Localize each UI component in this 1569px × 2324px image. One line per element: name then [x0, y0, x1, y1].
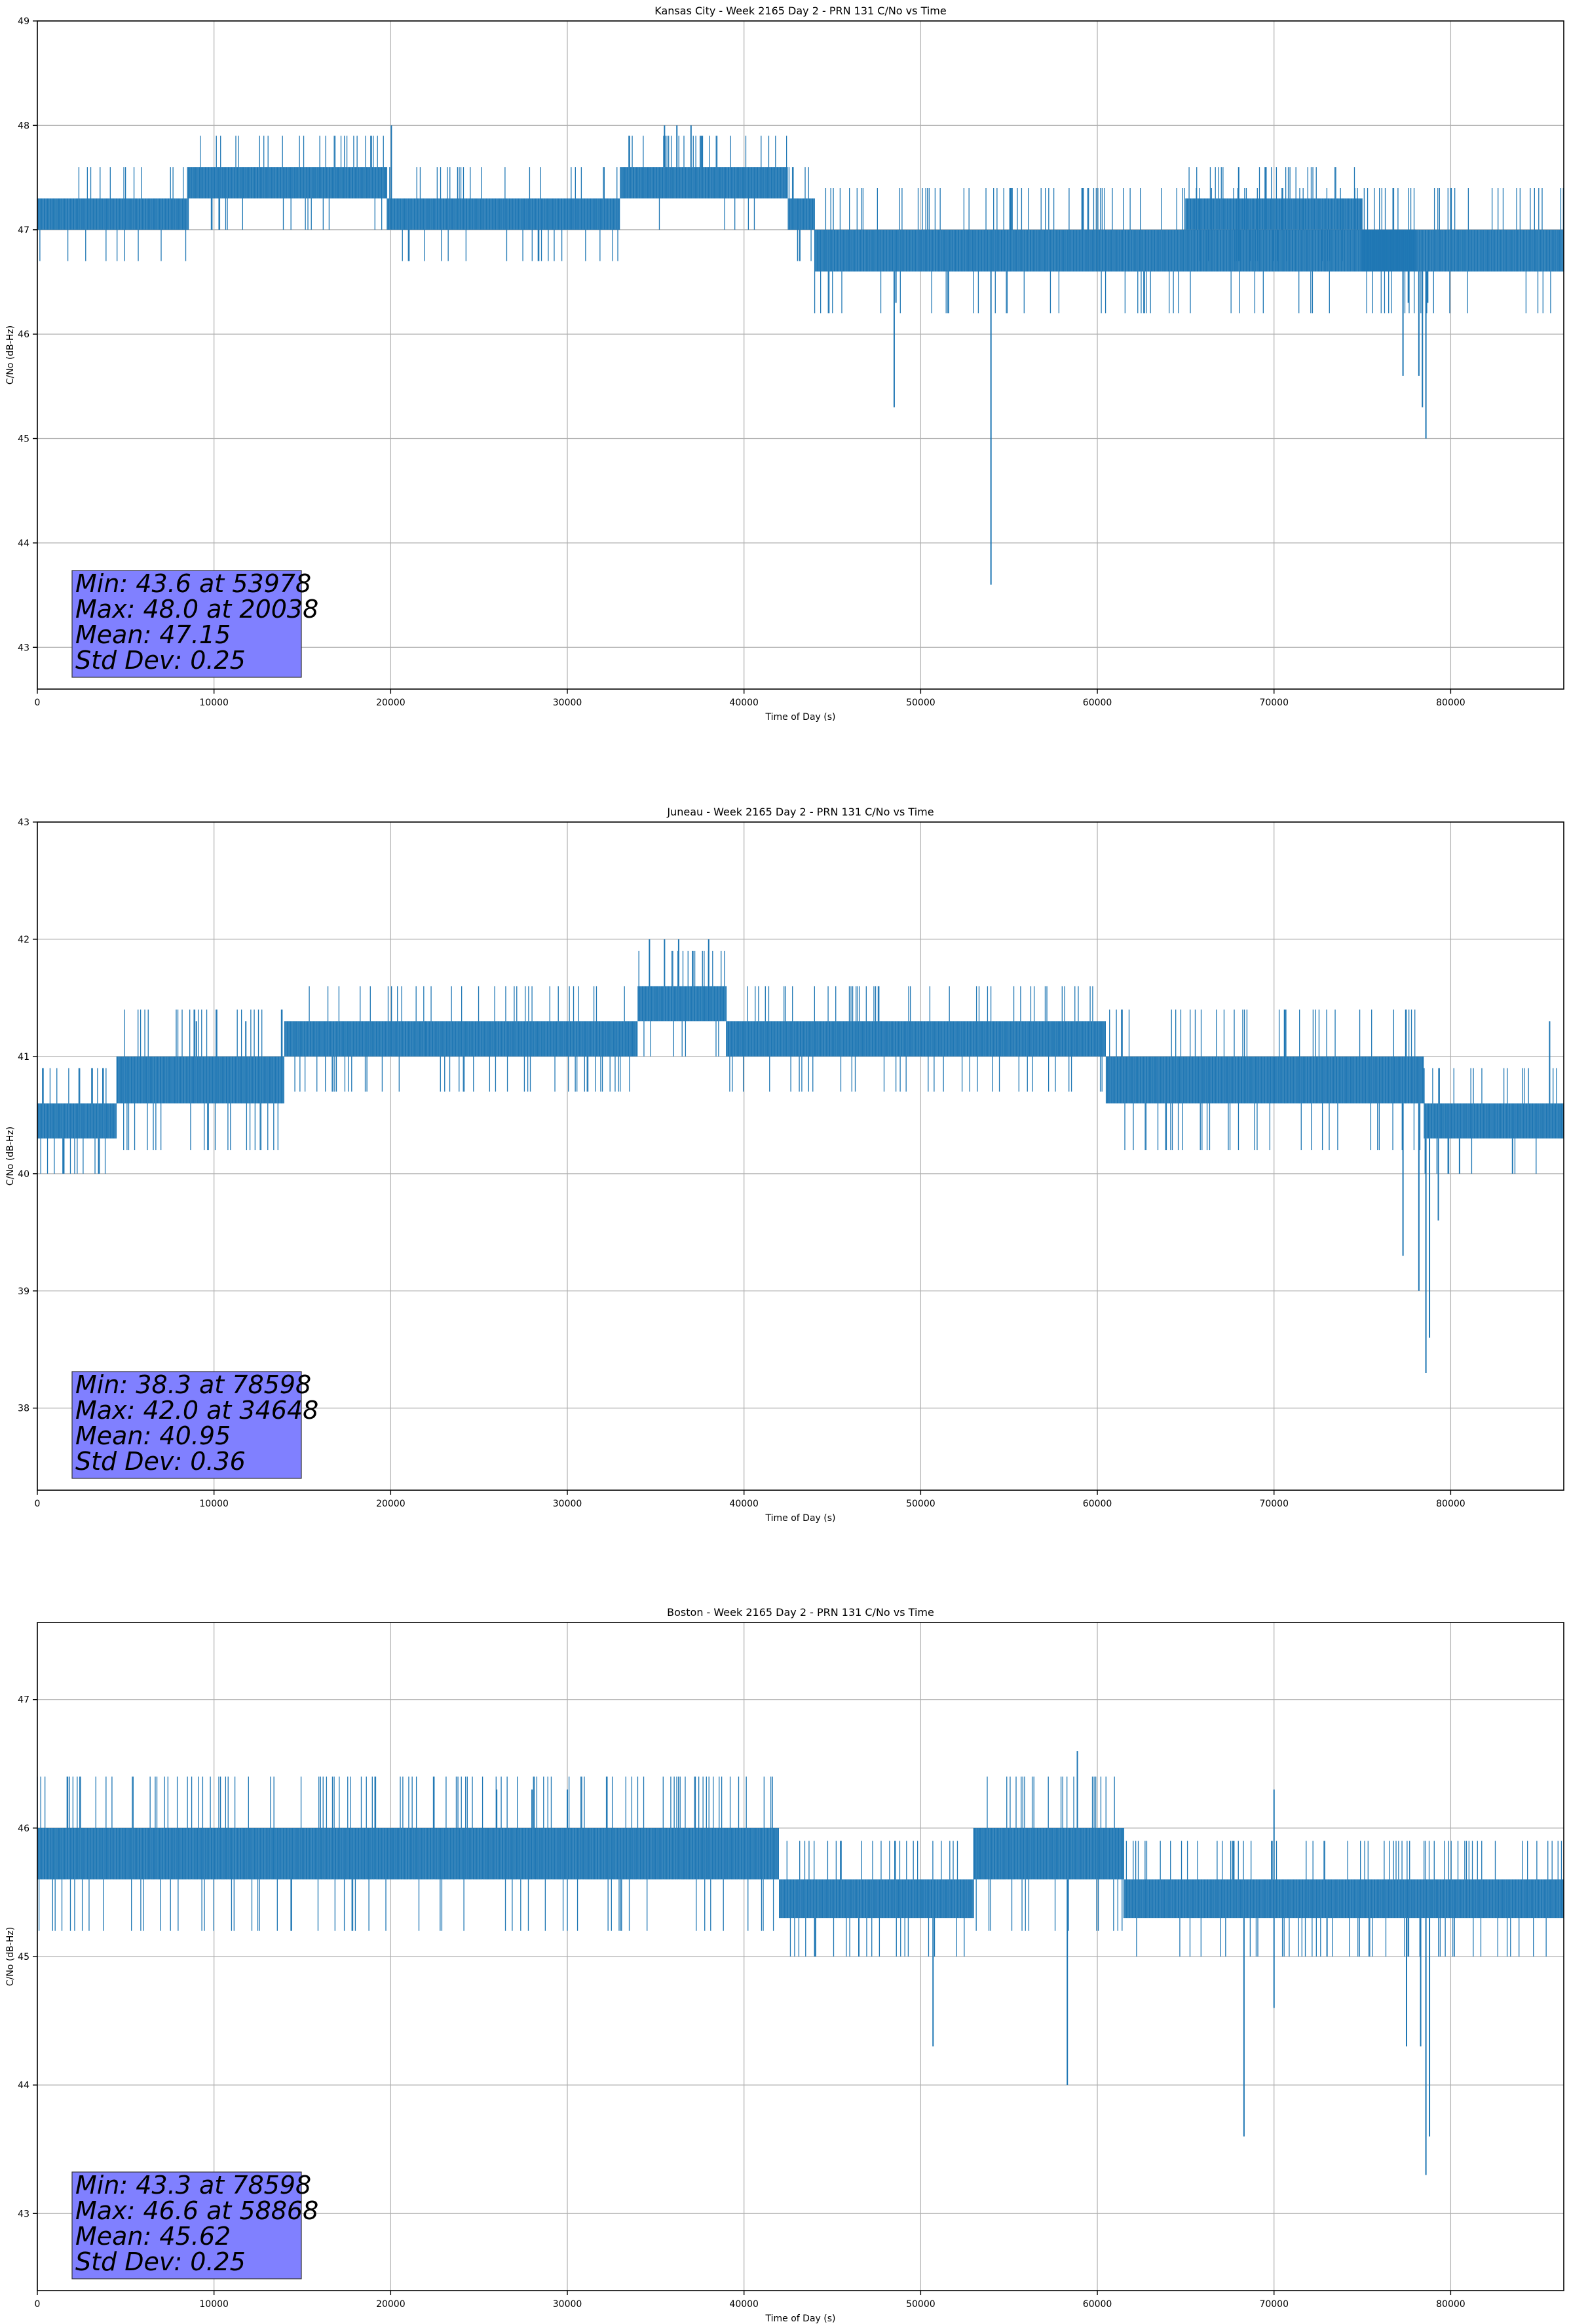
data-trace — [37, 125, 1564, 585]
y-axis-label: C/No (dB-Hz) — [5, 1127, 16, 1186]
stats-line: Mean: 47.15 — [75, 620, 231, 649]
y-tick-label: 43 — [18, 643, 29, 653]
y-tick-label: 41 — [18, 1052, 29, 1062]
stats-line: Std Dev: 0.25 — [75, 646, 246, 675]
chart-title: Juneau - Week 2165 Day 2 - PRN 131 C/No … — [666, 806, 934, 818]
y-tick-label: 38 — [18, 1404, 29, 1414]
x-tick-label: 0 — [35, 1499, 41, 1509]
x-tick-label: 40000 — [729, 698, 759, 708]
y-tick-label: 44 — [18, 538, 29, 549]
x-tick-label: 0 — [35, 698, 41, 708]
x-tick-label: 80000 — [1436, 1499, 1465, 1509]
x-tick-label: 20000 — [376, 698, 406, 708]
x-tick-label: 70000 — [1259, 698, 1289, 708]
y-axis-label: C/No (dB-Hz) — [5, 326, 16, 384]
chart-panel-2: 0 10000 20000 30000 40000 50000 60000 70000 8000… — [5, 806, 1564, 1524]
stats-line: Mean: 40.95 — [75, 1421, 231, 1450]
stats-line: Min: 38.3 at 78598 — [75, 1370, 311, 1399]
x-tick-label: 10000 — [199, 1499, 229, 1509]
stats-line: Min: 43.6 at 53978 — [75, 569, 311, 598]
y-tick-label: 40 — [18, 1169, 29, 1180]
y-tick-label: 49 — [18, 16, 29, 27]
y-tick-label: 39 — [18, 1286, 29, 1297]
x-tick-label: 60000 — [1083, 1499, 1112, 1509]
chart-panel-1: 0 10000 20000 30000 40000 50000 60000 70000 8000… — [5, 5, 1564, 722]
axes-frame — [37, 20, 1564, 690]
y-tick-label: 43 — [18, 817, 29, 828]
x-tick-label: 20000 — [376, 1499, 406, 1509]
y-tick-label: 42 — [18, 935, 29, 945]
stats-line: Std Dev: 0.36 — [75, 1447, 246, 1476]
stats-line: Max: 42.0 at 34648 — [75, 1396, 318, 1425]
x-tick-label: 50000 — [906, 1499, 936, 1509]
x-tick-label: 80000 — [1436, 698, 1465, 708]
x-axis-label: Time of Day (s) — [765, 712, 836, 722]
x-tick-label: 30000 — [553, 698, 582, 708]
x-tick-label: 10000 — [199, 698, 229, 708]
data-trace — [37, 939, 1564, 1374]
x-tick-label: 70000 — [1259, 1499, 1289, 1509]
y-tick-label: 47 — [18, 225, 29, 236]
y-tick-label: 48 — [18, 121, 29, 131]
chart-panel-3: 0 10000 20000 30000 40000 50000 60000 70000 8000… — [5, 1606, 1564, 2324]
x-tick-label: 40000 — [729, 1499, 759, 1509]
stats-line: Max: 48.0 at 20038 — [75, 595, 318, 624]
stats-box — [71, 1371, 302, 1479]
y-tick-label: 46 — [18, 329, 29, 340]
x-tick-label: 30000 — [553, 1499, 582, 1509]
x-tick-label: 60000 — [1083, 698, 1112, 708]
chart-title: Kansas City - Week 2165 Day 2 - PRN 131 … — [654, 5, 946, 17]
axes-frame — [37, 821, 1564, 1491]
x-axis-label: Time of Day (s) — [765, 1513, 836, 1524]
x-tick-label: 50000 — [906, 698, 936, 708]
data-trace — [37, 1751, 1564, 2175]
y-tick-label: 45 — [18, 434, 29, 445]
stats-box — [71, 570, 302, 678]
